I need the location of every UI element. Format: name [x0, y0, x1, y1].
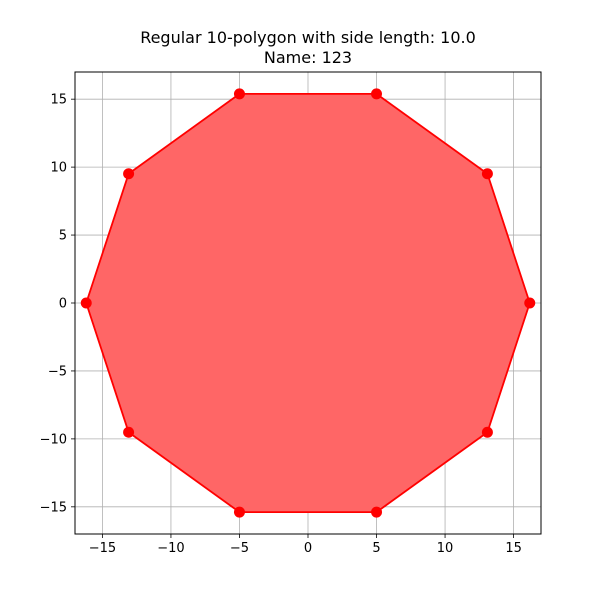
vertex-point [371, 506, 383, 518]
y-tick-label: 5 [59, 229, 67, 244]
y-tick-label: −15 [40, 500, 67, 515]
y-tick-label: 10 [50, 161, 67, 176]
tick-layer: −15 −10 −5 0 5 10 15 −15 −10 −5 0 5 10 15 [40, 93, 522, 556]
vertex-point [233, 88, 245, 100]
vertex-point [371, 88, 383, 100]
vertex-point [524, 297, 536, 309]
chart-subtitle: Name: 123 [263, 48, 353, 67]
chart-title: Regular 10-polygon with side length: 10.… [140, 28, 476, 47]
vertex-point [481, 426, 493, 438]
x-tick-label: 10 [437, 541, 454, 556]
x-tick-label: 0 [304, 541, 312, 556]
vertex-point [123, 168, 135, 180]
vertex-point [123, 426, 135, 438]
polygon-shape [85, 92, 531, 514]
y-tick-label: −5 [48, 364, 67, 379]
x-tick-label: 15 [505, 541, 522, 556]
marker-layer [80, 88, 536, 518]
x-tick-label: 5 [372, 541, 380, 556]
y-tick-label: −10 [40, 432, 67, 447]
y-tick-label: 15 [50, 93, 67, 108]
x-tick-label: −15 [89, 541, 116, 556]
x-tick-label: −10 [157, 541, 184, 556]
x-tick-label: −5 [230, 541, 249, 556]
vertex-point [233, 506, 245, 518]
polygon-layer [85, 92, 531, 514]
y-tick-label: 0 [59, 297, 67, 312]
vertex-point [80, 297, 92, 309]
vertex-point [481, 168, 493, 180]
